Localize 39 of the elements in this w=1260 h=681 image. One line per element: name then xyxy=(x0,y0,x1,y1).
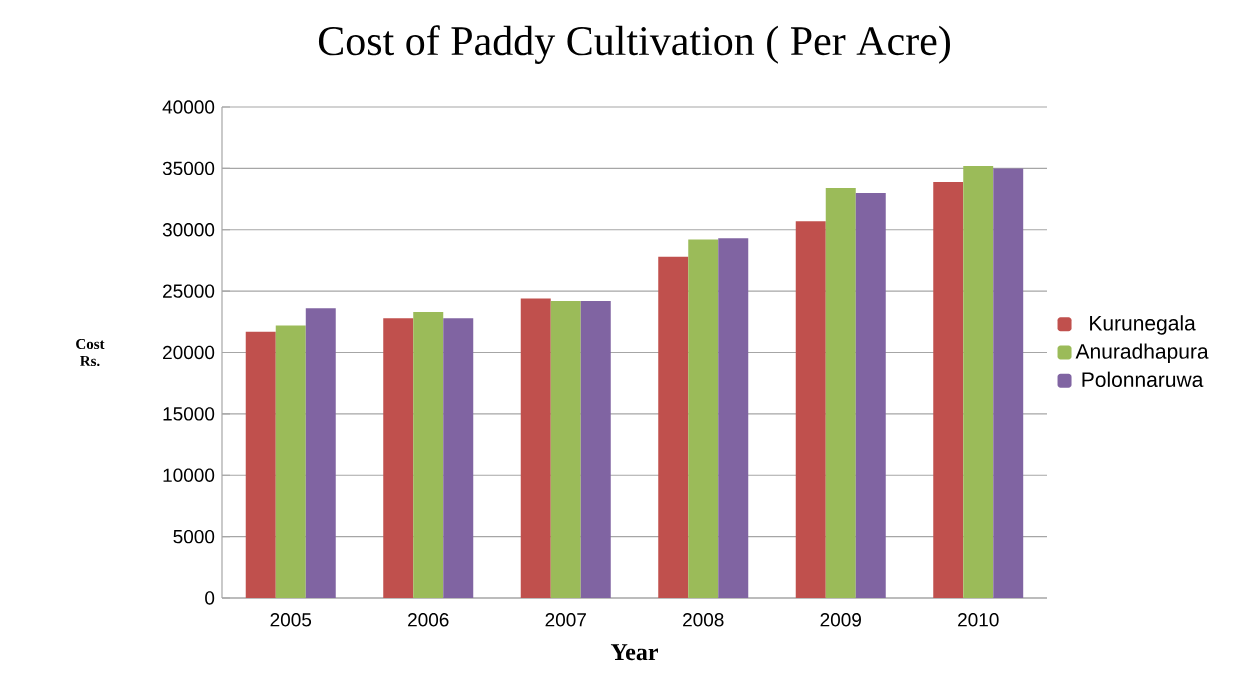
bar xyxy=(580,300,611,598)
y-tick-label: 30000 xyxy=(162,223,215,237)
y-tick-label: 5000 xyxy=(173,529,215,544)
y-tick-label: 0 xyxy=(205,591,215,605)
bar xyxy=(413,312,444,598)
bar xyxy=(520,298,551,598)
bar xyxy=(443,318,474,598)
bar xyxy=(855,192,886,598)
bar xyxy=(933,181,964,598)
x-tick-label: 2007 xyxy=(545,613,586,627)
bar xyxy=(658,256,689,598)
y-tick-label: 25000 xyxy=(163,284,215,298)
x-axis-title: Year xyxy=(610,644,658,661)
bar xyxy=(688,239,719,598)
bar xyxy=(718,238,749,598)
y-tick-label: 40000 xyxy=(162,100,215,114)
y-tick-label: 35000 xyxy=(162,161,215,176)
y-tick-label: 10000 xyxy=(163,468,215,482)
bar xyxy=(305,308,336,598)
legend-label: Polonnaruwa xyxy=(1082,371,1204,388)
chart-title: Cost of Paddy Cultivation ( Per Acre) xyxy=(318,25,950,64)
bar xyxy=(993,168,1024,598)
y-axis-title: Cost Rs. xyxy=(76,338,105,367)
x-tick-label: 2009 xyxy=(820,613,861,627)
x-tick-label: 2010 xyxy=(958,613,999,627)
legend-label: Kurunegala xyxy=(1090,315,1196,335)
bar xyxy=(795,221,826,598)
x-tick-label: 2008 xyxy=(683,613,724,627)
bar xyxy=(825,188,856,598)
bar xyxy=(963,165,994,598)
x-tick-label: 2006 xyxy=(408,613,449,627)
bar xyxy=(383,318,414,598)
bar xyxy=(245,331,276,598)
y-tick-label: 15000 xyxy=(163,407,215,421)
legend-label: Anuradhapura xyxy=(1075,343,1209,363)
x-tick-label: 2005 xyxy=(270,613,312,627)
y-tick-label: 20000 xyxy=(163,345,215,360)
bar xyxy=(275,325,306,598)
bar xyxy=(550,300,581,598)
